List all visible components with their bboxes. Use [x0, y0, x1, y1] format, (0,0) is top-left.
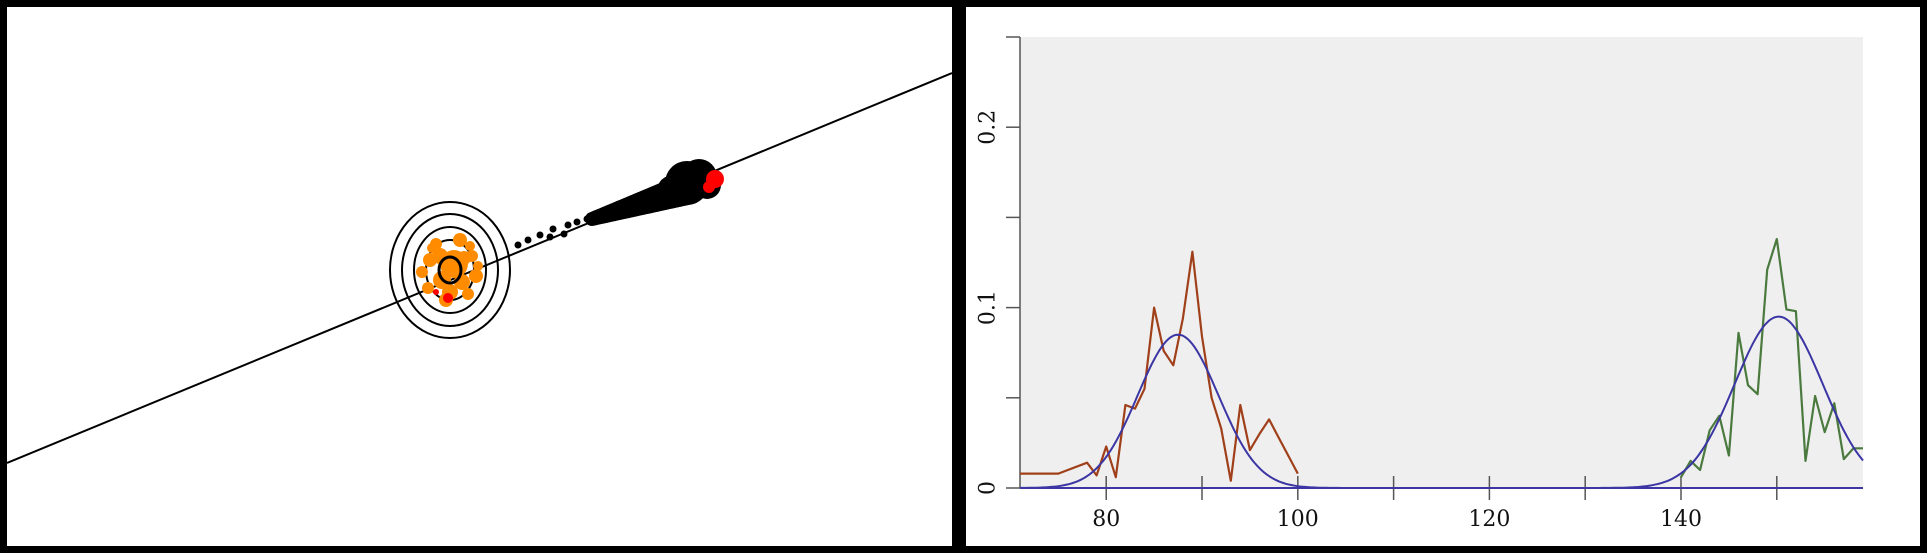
highlight-point: [703, 181, 715, 193]
cluster-point: [457, 251, 471, 265]
cluster-point: [422, 282, 434, 294]
x-tick-label: 120: [1468, 507, 1510, 532]
cluster-point: [416, 266, 428, 278]
target-circle: [401, 213, 499, 327]
trail-point: [546, 233, 554, 241]
target-circle: [389, 201, 511, 339]
cluster-point: [473, 261, 483, 271]
target-circle: [413, 226, 487, 314]
x-tick-label: 80: [1092, 507, 1120, 532]
trail-point: [564, 221, 572, 229]
fit-curve: [1020, 315, 1864, 489]
scatter-panel: [7, 7, 952, 546]
x-tick-label: 100: [1277, 507, 1319, 532]
trail-point: [549, 225, 557, 233]
trail-point: [536, 231, 544, 239]
cluster-point: [453, 233, 467, 247]
distribution-panel: 0 0.1 0.2 80 100 120 140: [966, 7, 1920, 546]
trail-point: [524, 236, 532, 244]
plot-area: [1020, 37, 1863, 488]
y-tick-label: 0: [976, 481, 1001, 495]
scatter-plot: [7, 72, 952, 464]
cluster-point: [427, 243, 437, 253]
trail-point: [560, 230, 568, 238]
distribution-chart: 0 0.1 0.2 80 100 120 140: [976, 36, 1864, 532]
y-tick-label: 0.1: [976, 290, 1001, 325]
y-tick-label: 0.2: [976, 110, 1001, 145]
trail-point: [573, 218, 581, 226]
trail-point: [514, 241, 522, 249]
x-tick-label: 140: [1660, 507, 1702, 532]
cluster-center-ring: [437, 255, 463, 285]
cluster-point: [465, 241, 475, 251]
highlight-point: [443, 293, 453, 303]
cluster-point: [469, 269, 483, 283]
trail-head: [657, 175, 689, 207]
cluster-point: [462, 288, 474, 300]
highlight-point: [433, 289, 439, 295]
histogram-line: [1020, 250, 1299, 482]
